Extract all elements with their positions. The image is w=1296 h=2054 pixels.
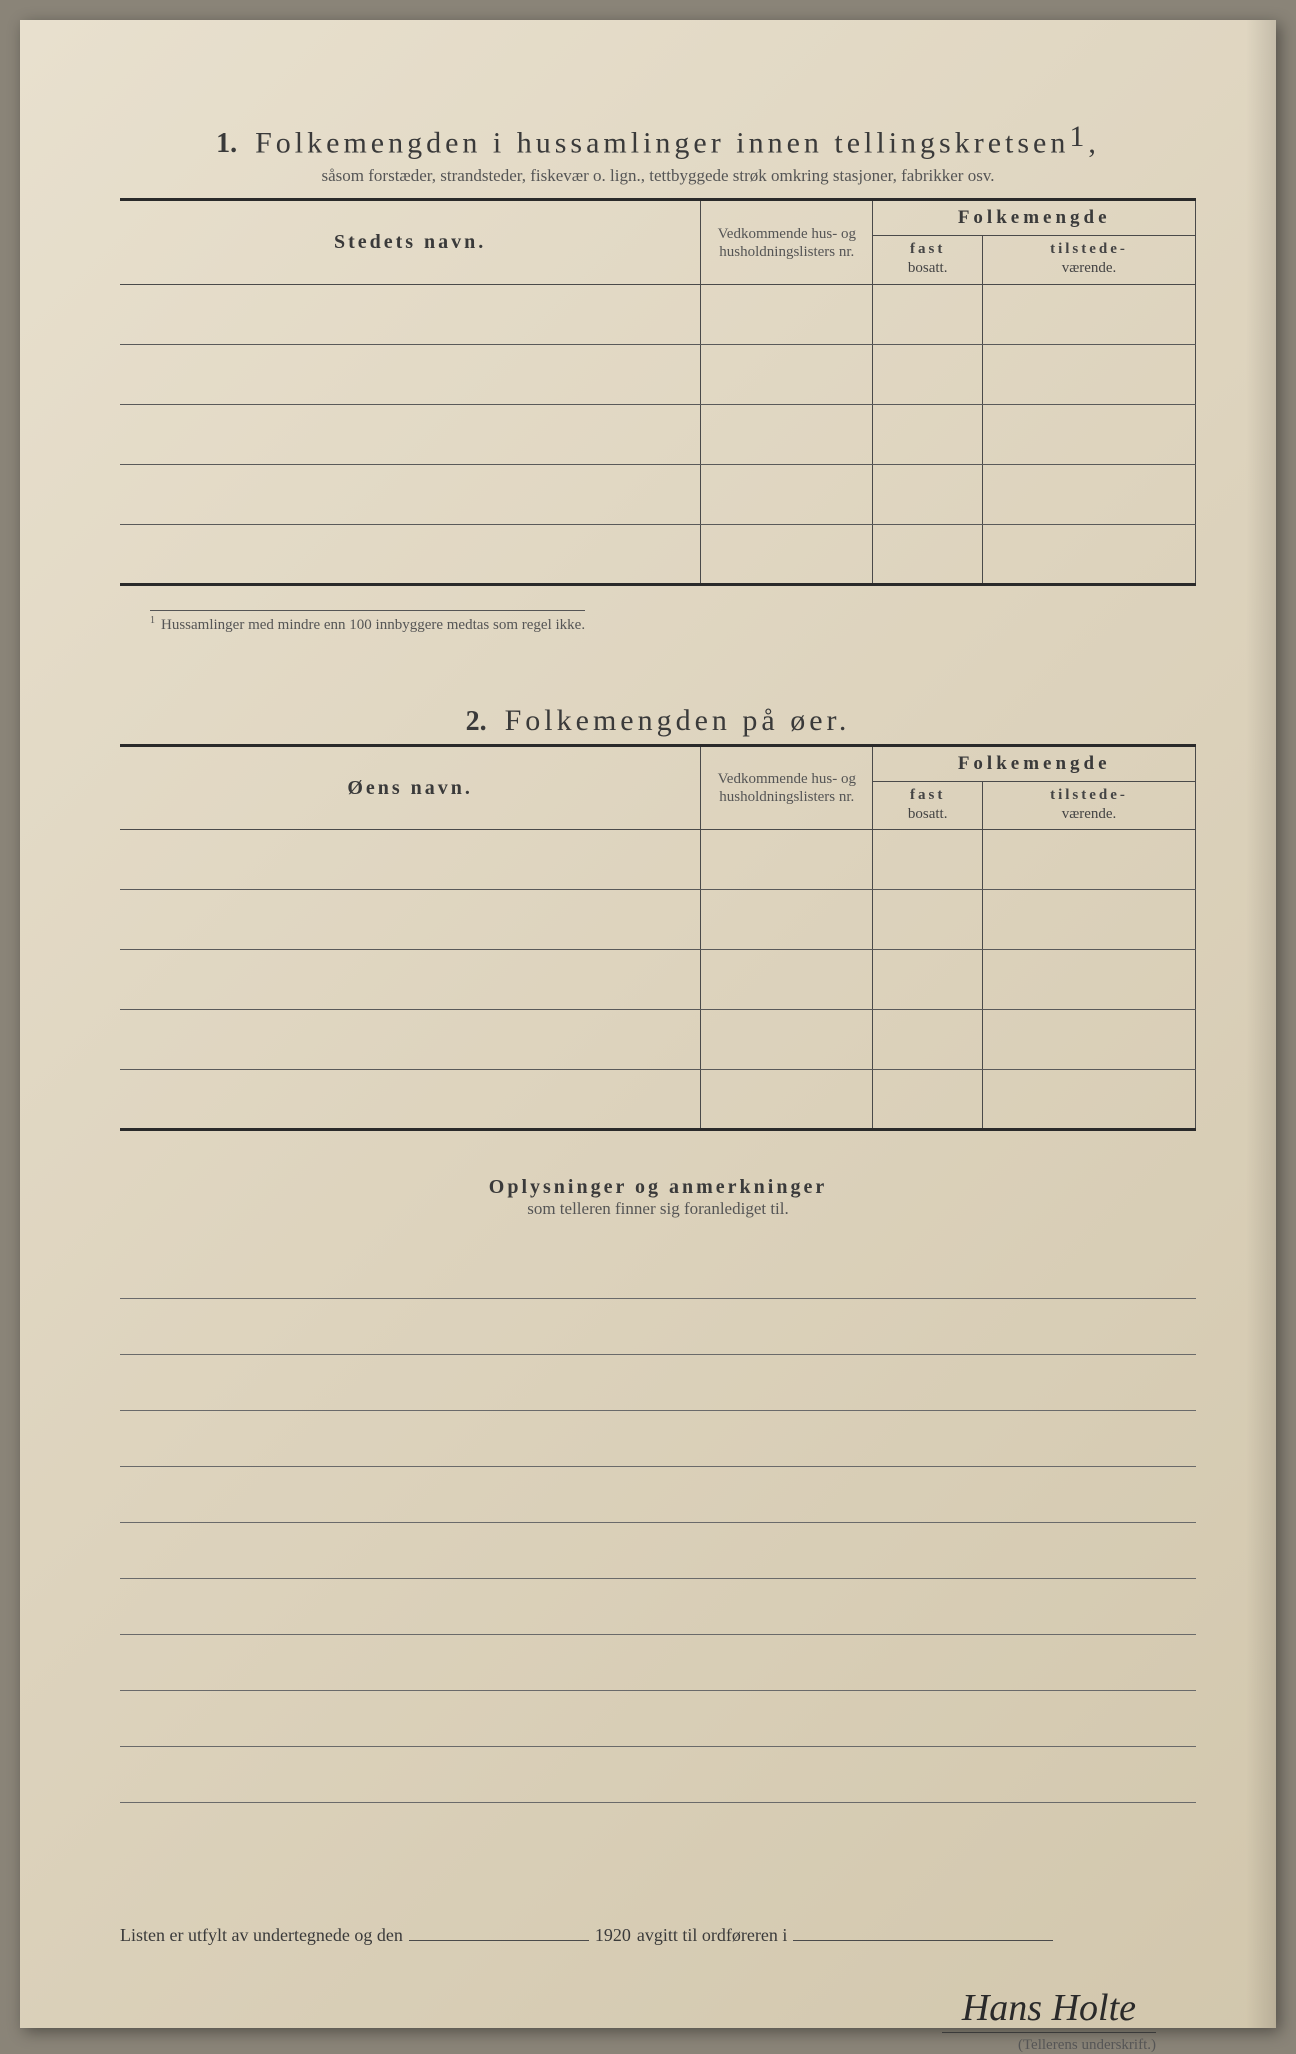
- table-row: [120, 890, 1196, 950]
- signature-text: Hans Holte: [942, 1986, 1156, 2033]
- table-row: [120, 950, 1196, 1010]
- section1-sup: 1: [1069, 120, 1088, 153]
- footnote: 1Hussamlinger med mindre enn 100 innbygg…: [150, 610, 585, 634]
- col-fast2: fastbosatt.: [873, 781, 983, 830]
- table-row: [120, 284, 1196, 344]
- footer-blank-place: [793, 1923, 1053, 1941]
- section1-subtitle: såsom forstæder, strandsteder, fiskevær …: [120, 166, 1196, 186]
- notes-subtitle: som telleren finner sig foranlediget til…: [120, 1199, 1196, 1219]
- table-row: [120, 344, 1196, 404]
- section1-title: 1. Folkemengden i hussamlinger innen tel…: [120, 120, 1196, 160]
- footer-statement: Listen er utfylt av undertegnede og den …: [120, 1923, 1196, 1946]
- col-folkemengde: Folkemengde: [873, 200, 1196, 236]
- table-row: [120, 404, 1196, 464]
- section2-table: Øens navn. Vedkommende hus- og husholdni…: [120, 744, 1196, 1132]
- note-line: [120, 1243, 1196, 1299]
- table-row: [120, 830, 1196, 890]
- footer-part1: Listen er utfylt av undertegnede og den: [120, 1925, 403, 1946]
- notes-section: Oplysninger og anmerkninger som telleren…: [120, 1176, 1196, 1803]
- section1-number: 1.: [216, 128, 237, 159]
- footer-part2: avgitt til ordføreren i: [637, 1925, 787, 1946]
- signature-block: Hans Holte (Tellerens underskrift.): [120, 1986, 1196, 2054]
- section1-table: Stedets navn. Vedkommende hus- og hushol…: [120, 198, 1196, 586]
- col-stedets-navn: Stedets navn.: [120, 200, 701, 285]
- note-line: [120, 1691, 1196, 1747]
- footer-blank-date: [409, 1923, 589, 1941]
- table-row: [120, 464, 1196, 524]
- note-line: [120, 1411, 1196, 1467]
- table-row: [120, 1070, 1196, 1130]
- note-line: [120, 1467, 1196, 1523]
- footer-year: 1920: [595, 1925, 631, 1946]
- col-folkemengde2: Folkemengde: [873, 745, 1196, 781]
- table-row: [120, 1010, 1196, 1070]
- page-shadow: [1246, 20, 1276, 2028]
- document-page: 1. Folkemengden i hussamlinger innen tel…: [20, 20, 1276, 2028]
- note-line: [120, 1299, 1196, 1355]
- note-line: [120, 1579, 1196, 1635]
- col-fast: fastbosatt.: [873, 236, 983, 285]
- section2-heading: Folkemengden på øer.: [505, 704, 851, 737]
- col-tilstede: tilstede-værende.: [983, 236, 1196, 285]
- note-line: [120, 1635, 1196, 1691]
- note-line: [120, 1747, 1196, 1803]
- col-hus: Vedkommende hus- og husholdningslisters …: [701, 200, 873, 285]
- col-oens-navn: Øens navn.: [120, 745, 701, 830]
- section2-number: 2.: [466, 706, 487, 737]
- col-tilstede2: tilstede-værende.: [983, 781, 1196, 830]
- section1-heading: Folkemengden i hussamlinger innen tellin…: [255, 126, 1069, 159]
- table-row: [120, 524, 1196, 584]
- col-hus2: Vedkommende hus- og husholdningslisters …: [701, 745, 873, 830]
- section2-title: 2. Folkemengden på øer.: [120, 704, 1196, 738]
- signature-label: (Tellerens underskrift.): [120, 2037, 1156, 2054]
- note-line: [120, 1355, 1196, 1411]
- note-line: [120, 1523, 1196, 1579]
- notes-title: Oplysninger og anmerkninger: [120, 1176, 1196, 1199]
